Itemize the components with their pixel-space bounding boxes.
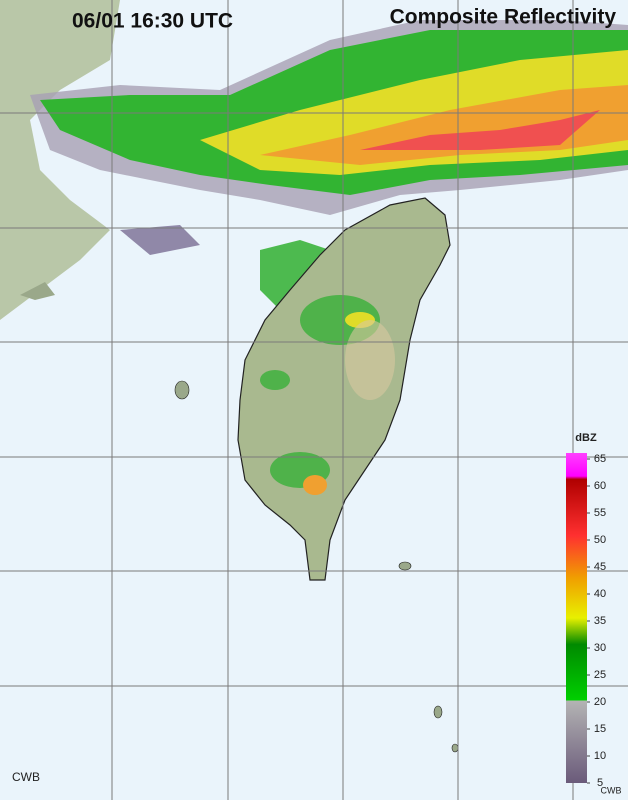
legend-tick-label: 35	[594, 615, 606, 627]
legend-tick-label: 5	[597, 777, 603, 789]
product-title: Composite Reflectivity	[390, 6, 617, 29]
legend-tick-label: 30	[594, 642, 606, 654]
source-small: CWB	[601, 785, 622, 795]
taiwan-echoes	[260, 295, 395, 495]
radar-echoes	[30, 20, 628, 310]
time-label: 06/01 16:30 UTC	[72, 10, 233, 33]
source-label: CWB	[12, 770, 40, 784]
legend-tick-label: 45	[594, 561, 606, 573]
legend-tick-label: 25	[594, 669, 606, 681]
legend-tick-label: 50	[594, 534, 606, 546]
legend-tick-label: 15	[594, 723, 606, 735]
legend-tick-label: 10	[594, 750, 606, 762]
mainland-coast	[0, 0, 120, 320]
legend-tick-label: 55	[594, 507, 606, 519]
island	[20, 282, 55, 300]
legend-ticks: 65 60 55 50 45 40 35 30 25 20 15 10 5	[587, 453, 606, 789]
legend-tick-label: 20	[594, 696, 606, 708]
legend-tick-label: 60	[594, 480, 606, 492]
legend-tick-label: 40	[594, 588, 606, 600]
legend-tick-label: 65	[594, 453, 606, 465]
legend-unit: dBZ	[575, 432, 597, 444]
color-scale	[566, 453, 587, 783]
